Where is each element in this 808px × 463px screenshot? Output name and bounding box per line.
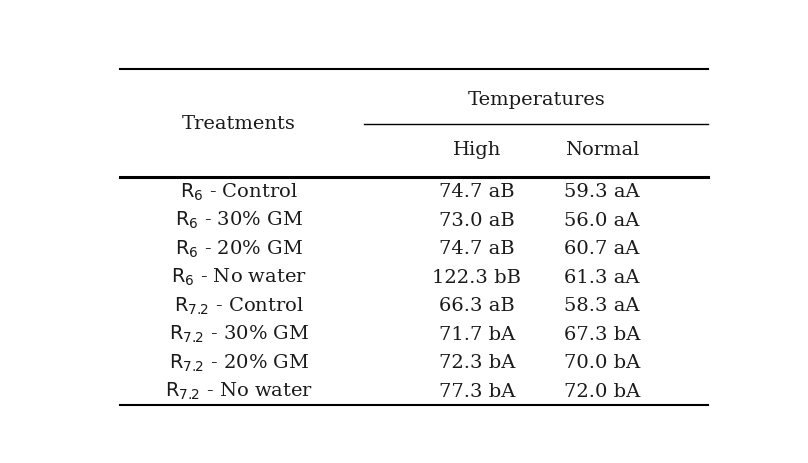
Text: Normal: Normal xyxy=(565,141,639,159)
Text: $\mathrm{R}_{6}$ - No water: $\mathrm{R}_{6}$ - No water xyxy=(170,266,307,288)
Text: 72.0 bA: 72.0 bA xyxy=(564,382,640,400)
Text: $\mathrm{R}_{7.2}$ - Control: $\mathrm{R}_{7.2}$ - Control xyxy=(174,295,304,316)
Text: High: High xyxy=(452,141,501,159)
Text: 59.3 aA: 59.3 aA xyxy=(564,183,640,200)
Text: 72.3 bA: 72.3 bA xyxy=(439,353,515,371)
Text: 73.0 aB: 73.0 aB xyxy=(439,211,515,229)
Text: 66.3 aB: 66.3 aB xyxy=(439,296,515,314)
Text: 122.3 bB: 122.3 bB xyxy=(432,268,521,286)
Text: 60.7 aA: 60.7 aA xyxy=(564,239,640,257)
Text: Treatments: Treatments xyxy=(182,115,296,132)
Text: 70.0 bA: 70.0 bA xyxy=(564,353,640,371)
Text: $\mathrm{R}_{6}$ - Control: $\mathrm{R}_{6}$ - Control xyxy=(180,181,297,202)
Text: 77.3 bA: 77.3 bA xyxy=(439,382,515,400)
Text: 56.0 aA: 56.0 aA xyxy=(564,211,640,229)
Text: $\mathrm{R}_{6}$ - 20% GM: $\mathrm{R}_{6}$ - 20% GM xyxy=(175,238,303,259)
Text: $\mathrm{R}_{7.2}$ - 30% GM: $\mathrm{R}_{7.2}$ - 30% GM xyxy=(169,323,309,344)
Text: 61.3 aA: 61.3 aA xyxy=(564,268,640,286)
Text: $\mathrm{R}_{6}$ - 30% GM: $\mathrm{R}_{6}$ - 30% GM xyxy=(175,209,303,231)
Text: $\mathrm{R}_{7.2}$ - 20% GM: $\mathrm{R}_{7.2}$ - 20% GM xyxy=(169,352,309,373)
Text: 71.7 bA: 71.7 bA xyxy=(439,325,515,343)
Text: 58.3 aA: 58.3 aA xyxy=(564,296,640,314)
Text: 74.7 aB: 74.7 aB xyxy=(439,239,515,257)
Text: Temperatures: Temperatures xyxy=(467,91,605,109)
Text: $\mathrm{R}_{7.2}$ - No water: $\mathrm{R}_{7.2}$ - No water xyxy=(165,380,313,401)
Text: 74.7 aB: 74.7 aB xyxy=(439,183,515,200)
Text: 67.3 bA: 67.3 bA xyxy=(564,325,640,343)
